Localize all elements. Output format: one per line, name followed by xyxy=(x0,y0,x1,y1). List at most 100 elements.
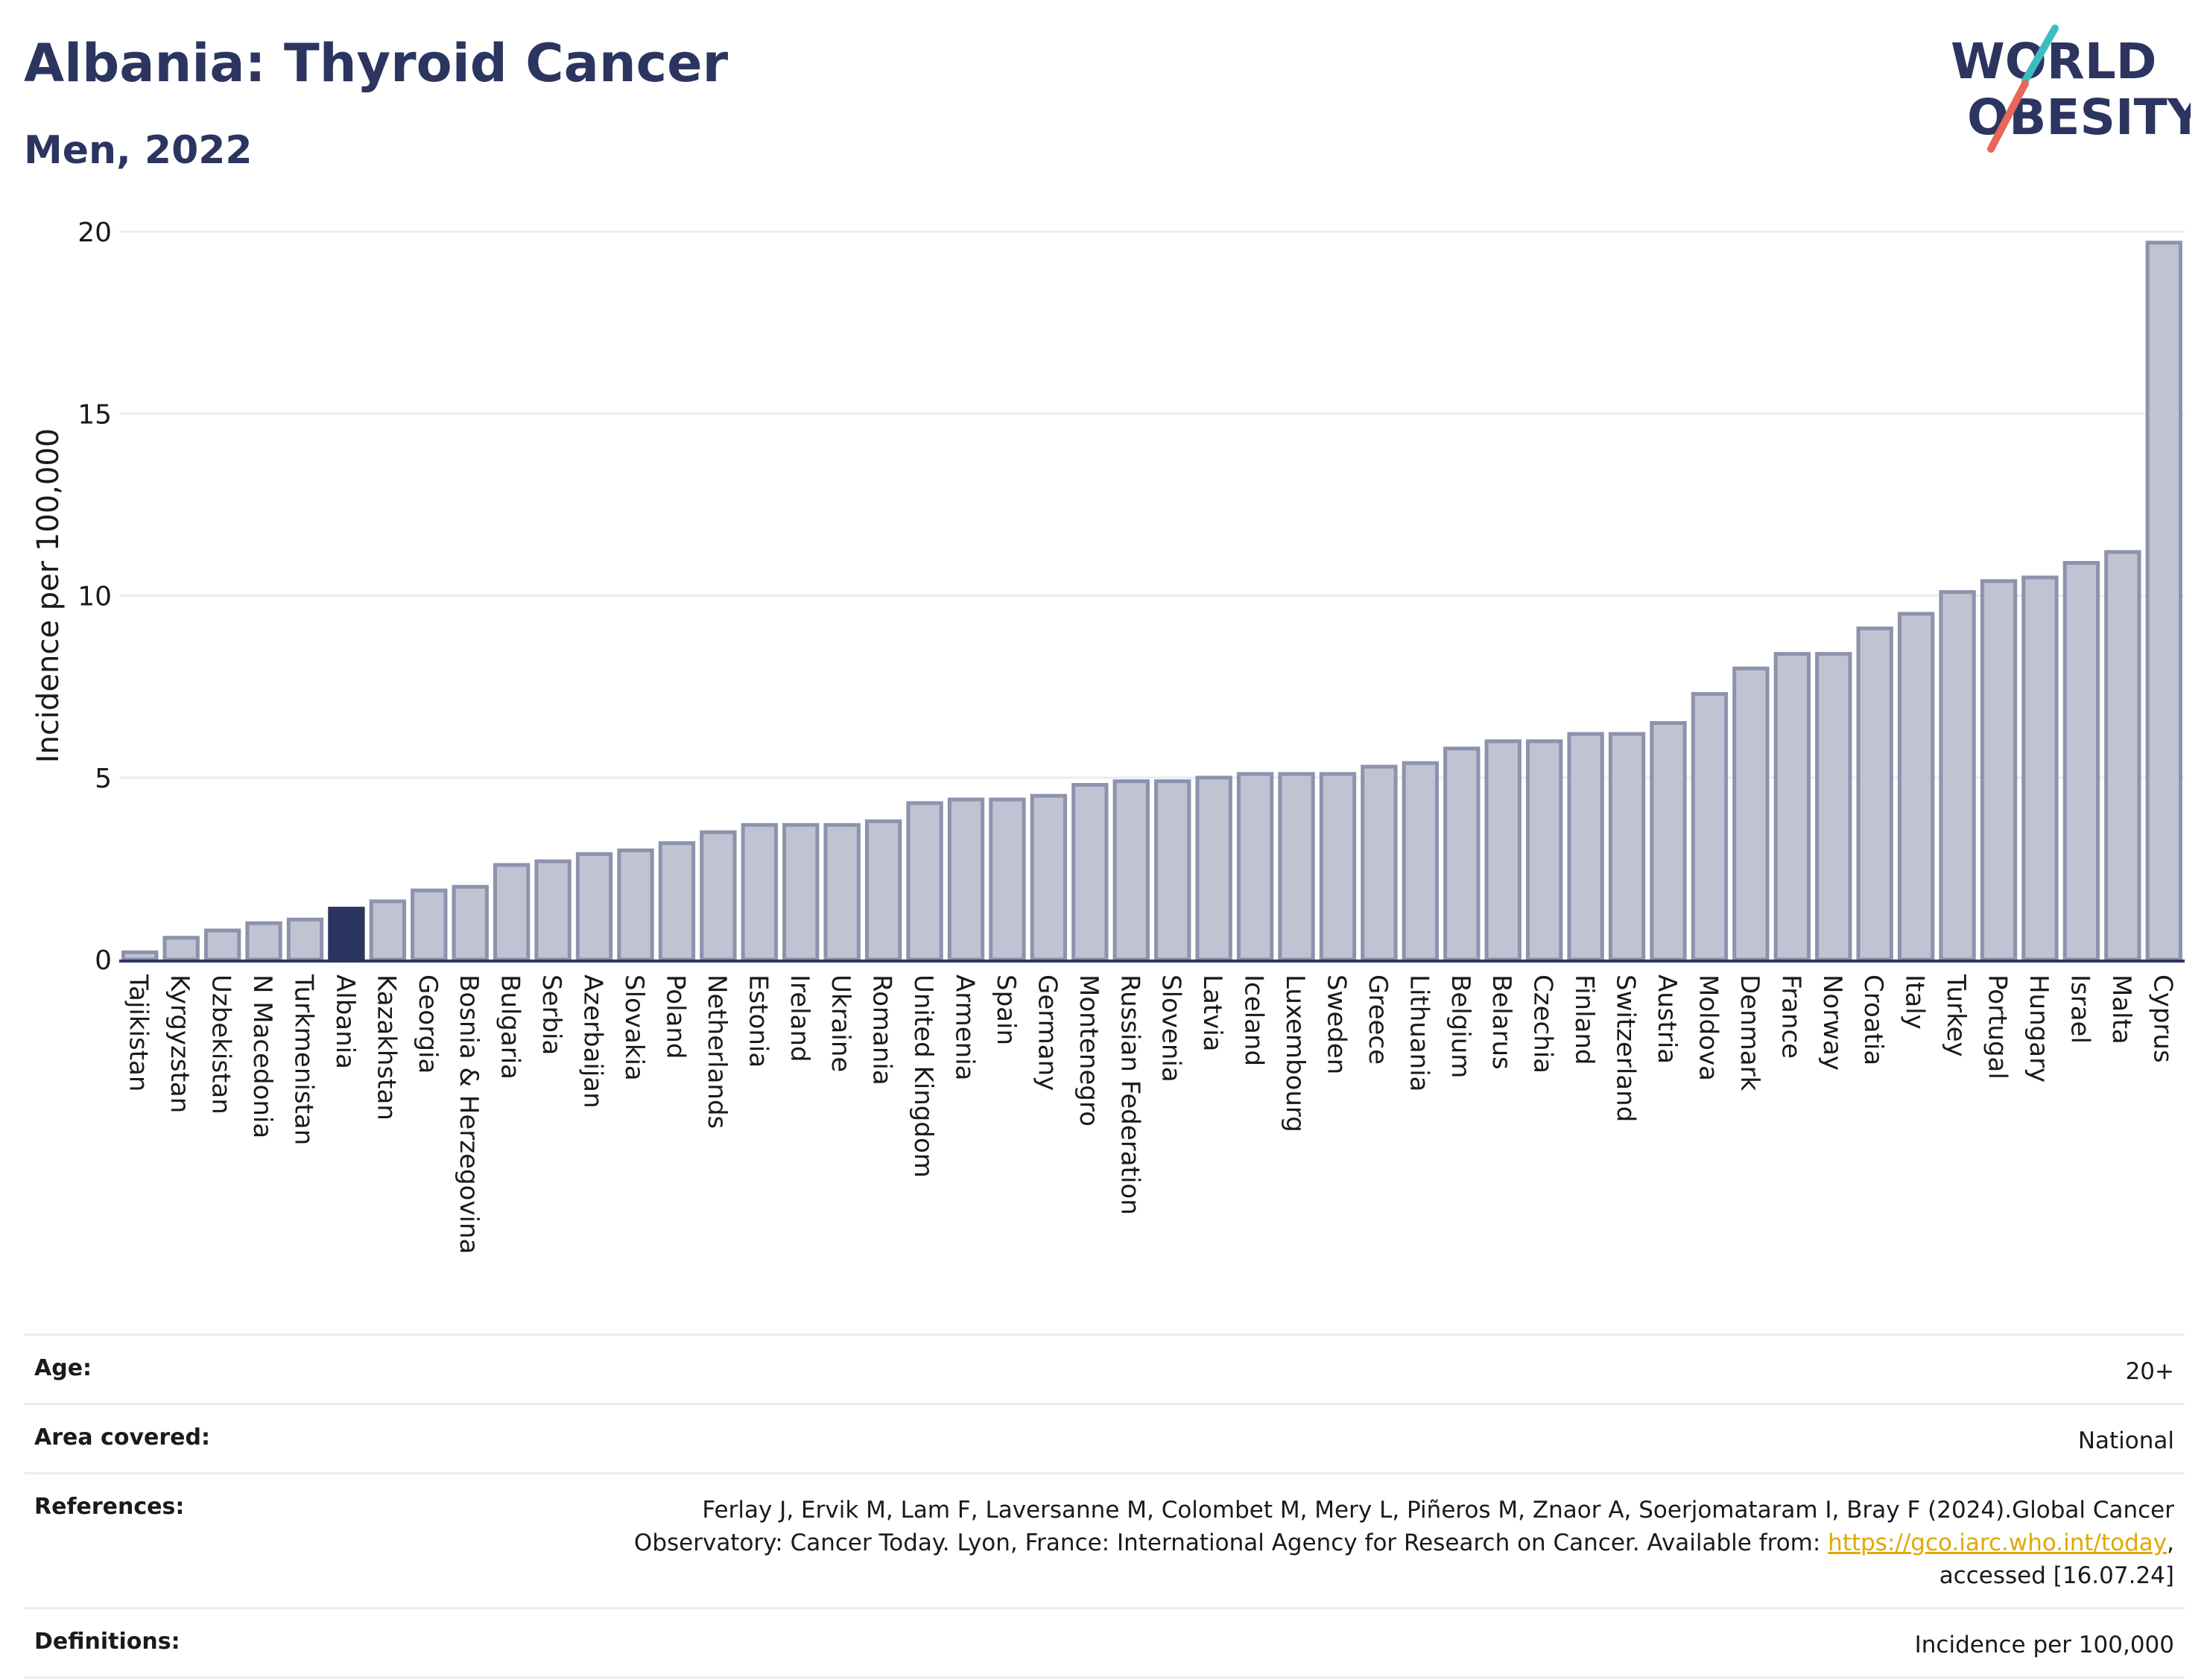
references-value: Ferlay J, Ervik M, Lam F, Laversanne M, … xyxy=(634,1494,2174,1592)
page-subtitle: Men, 2022 xyxy=(24,128,253,173)
meta-row-references: References: Ferlay J, Ervik M, Lam F, La… xyxy=(24,1472,2185,1607)
bar-Turkey xyxy=(1939,590,1976,962)
chart-bars xyxy=(121,241,2182,962)
x-tick-label: Denmark xyxy=(1735,974,1764,1091)
bar-Portugal xyxy=(1980,579,2018,962)
definitions-label: Definitions: xyxy=(34,1629,180,1655)
x-tick-label: N Macedonia xyxy=(247,974,277,1138)
x-axis-labels: Tajikistan Kyrgyzstan Uzbekistan N Macedoni… xyxy=(124,974,2178,1254)
x-tick-label: Montenegro xyxy=(1074,974,1103,1126)
meta-row-definitions: Definitions: Incidence per 100,000 xyxy=(24,1607,2185,1679)
bar-Iceland xyxy=(1236,772,1274,962)
x-tick-label: Slovakia xyxy=(619,974,649,1081)
bar-Germany xyxy=(1030,793,1068,962)
bar-Hungary xyxy=(2021,575,2059,962)
x-tick-label: Iceland xyxy=(1239,974,1269,1066)
bar-Romania xyxy=(864,819,902,962)
bar-Poland xyxy=(658,841,696,962)
x-tick-label: Cyprus xyxy=(2147,974,2177,1063)
bar-Spain xyxy=(989,797,1026,962)
bar-Uzbekistan xyxy=(203,928,241,962)
x-tick-label: Norway xyxy=(1817,974,1847,1071)
x-tick-label: Finland xyxy=(1569,974,1599,1065)
bar-Slovakia xyxy=(617,848,654,962)
bar-Netherlands xyxy=(700,830,737,962)
x-tick-label: Kyrgyzstan xyxy=(165,974,194,1113)
y-tick-label: 20 xyxy=(77,218,112,248)
bar-Greece xyxy=(1361,764,1398,962)
age-label: Age: xyxy=(34,1355,92,1381)
x-tick-label: Albania xyxy=(330,974,360,1069)
meta-row-age: Age: 20+ xyxy=(24,1334,2185,1403)
area-label: Area covered: xyxy=(34,1424,210,1451)
bar-Sweden xyxy=(1319,772,1357,962)
bar-Russian Federation xyxy=(1112,779,1150,962)
definitions-value: Incidence per 100,000 xyxy=(1914,1632,2174,1658)
bar-Kazakhstan xyxy=(369,899,407,962)
x-tick-label: Poland xyxy=(660,974,690,1059)
bar-Azerbaijan xyxy=(575,852,613,962)
meta-row-area: Area covered: National xyxy=(24,1403,2185,1472)
x-tick-label: Israel xyxy=(2065,974,2094,1044)
bar-Armenia xyxy=(947,797,985,962)
x-tick-label: Romania xyxy=(867,974,897,1085)
x-tick-label: Bosnia & Herzegovina xyxy=(454,974,484,1254)
bar-Croatia xyxy=(1856,626,1893,962)
bar-Bulgaria xyxy=(493,863,531,962)
x-tick-label: Czechia xyxy=(1528,974,1558,1074)
x-tick-label: Ireland xyxy=(785,974,814,1062)
bar-Ukraine xyxy=(823,822,861,962)
bar-Tajikistan xyxy=(121,950,159,962)
area-value: National xyxy=(2077,1427,2174,1454)
y-tick-label: 10 xyxy=(77,582,112,612)
bar-Serbia xyxy=(534,859,571,962)
y-tick-label: 5 xyxy=(95,764,112,794)
bar-Latvia xyxy=(1195,776,1232,962)
references-line-2: Observatory: Cancer Today. Lyon, France:… xyxy=(634,1527,2174,1559)
bar-Estonia xyxy=(741,822,778,962)
x-tick-label: Serbia xyxy=(536,974,566,1055)
references-line-1: Ferlay J, Ervik M, Lam F, Laversanne M, … xyxy=(702,1497,2174,1524)
bar-Italy xyxy=(1897,612,1935,962)
bar-Montenegro xyxy=(1071,783,1109,962)
x-tick-label: Hungary xyxy=(2024,974,2053,1083)
age-value: 20+ xyxy=(2125,1358,2174,1385)
x-tick-label: Belarus xyxy=(1486,974,1516,1070)
y-axis-label: Incidence per 100,000 xyxy=(31,428,66,764)
x-tick-label: Bulgaria xyxy=(495,974,525,1080)
x-tick-label: Croatia xyxy=(1858,974,1888,1065)
x-tick-label: Greece xyxy=(1363,974,1393,1065)
x-tick-label: Sweden xyxy=(1321,974,1351,1074)
bar-Moldova xyxy=(1691,691,1729,962)
bar-Belgium xyxy=(1443,747,1481,962)
references-link[interactable]: https://gco.iarc.who.int/today xyxy=(1828,1530,2167,1556)
bar-Czechia xyxy=(1526,739,1563,962)
bar-Lithuania xyxy=(1402,761,1440,962)
x-tick-label: Spain xyxy=(991,974,1021,1045)
bar-Georgia xyxy=(411,888,448,962)
bar-Bosnia & Herzegovina xyxy=(452,884,489,962)
x-tick-label: United Kingdom xyxy=(908,974,938,1178)
bar-Ireland xyxy=(782,822,820,962)
x-tick-label: Lithuania xyxy=(1404,974,1434,1091)
x-tick-label: Switzerland xyxy=(1611,974,1641,1122)
x-tick-label: Azerbaijan xyxy=(578,974,608,1109)
bar-France xyxy=(1773,652,1811,962)
bar-Switzerland xyxy=(1608,732,1646,962)
logo-slash-coral xyxy=(1987,80,2029,153)
x-tick-label: Germany xyxy=(1032,974,1062,1091)
world-obesity-logo: WORLD OBESITY xyxy=(1951,25,2191,153)
bar-Slovenia xyxy=(1154,779,1191,962)
bar-highlight-Albania xyxy=(328,907,365,962)
x-tick-label: Moldova xyxy=(1693,974,1723,1081)
references-text: Observatory: Cancer Today. Lyon, France:… xyxy=(633,1530,1828,1556)
x-tick-label: Netherlands xyxy=(702,974,732,1129)
logo-text-world: WORLD xyxy=(1951,33,2157,90)
bar-Luxembourg xyxy=(1278,772,1315,962)
x-tick-label: Turkey xyxy=(1941,974,1971,1057)
x-tick-label: Kazakhstan xyxy=(371,974,401,1120)
metadata-table: Age: 20+ Area covered: National Referenc… xyxy=(24,1334,2185,1679)
x-tick-label: Malta xyxy=(2106,974,2136,1045)
x-tick-label: Portugal xyxy=(1983,974,2013,1080)
references-comma: , xyxy=(2167,1530,2174,1556)
